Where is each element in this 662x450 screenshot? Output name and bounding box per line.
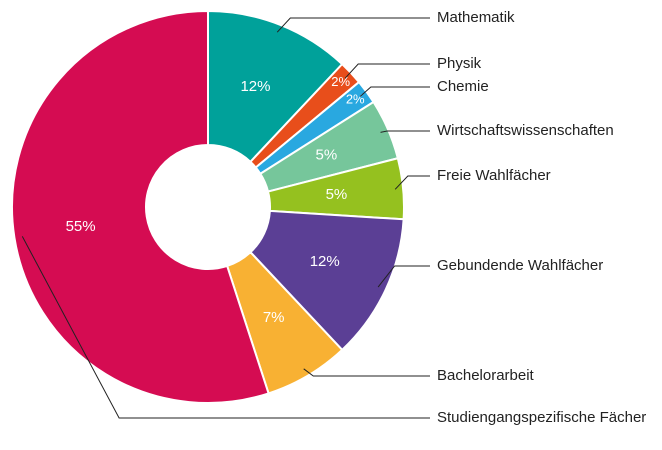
- leader-line: [377, 265, 430, 288]
- legend-label: Studiengangspezifische Fächer: [437, 409, 647, 426]
- leader-line: [394, 175, 430, 190]
- leader-line: [303, 368, 430, 377]
- legend-label: Gebundende Wahlfächer: [437, 257, 604, 274]
- value-label: 55%: [66, 218, 96, 235]
- donut-segment: [249, 209, 405, 352]
- donut-segment: [11, 9, 270, 404]
- value-label: 5%: [326, 186, 348, 203]
- leader-line: [21, 236, 430, 419]
- leader-line: [359, 86, 430, 97]
- legend-label: Chemie: [437, 78, 489, 95]
- value-label: 12%: [310, 253, 340, 270]
- leader-line: [344, 63, 430, 79]
- legend-label: Physik: [437, 55, 482, 72]
- value-label: 5%: [316, 147, 338, 164]
- legend-label: Freie Wahlfächer: [437, 167, 551, 184]
- value-label: 2%: [346, 91, 365, 106]
- leader-line: [276, 17, 430, 33]
- legend-label: Wirtschaftswissenschaften: [437, 122, 614, 139]
- legend-label: Mathematik: [437, 9, 515, 26]
- value-label: 7%: [263, 309, 285, 326]
- donut-segment: [207, 9, 344, 164]
- leader-line: [380, 130, 430, 133]
- legend-label: Bachelorarbeit: [437, 367, 534, 384]
- value-label: 12%: [240, 78, 270, 95]
